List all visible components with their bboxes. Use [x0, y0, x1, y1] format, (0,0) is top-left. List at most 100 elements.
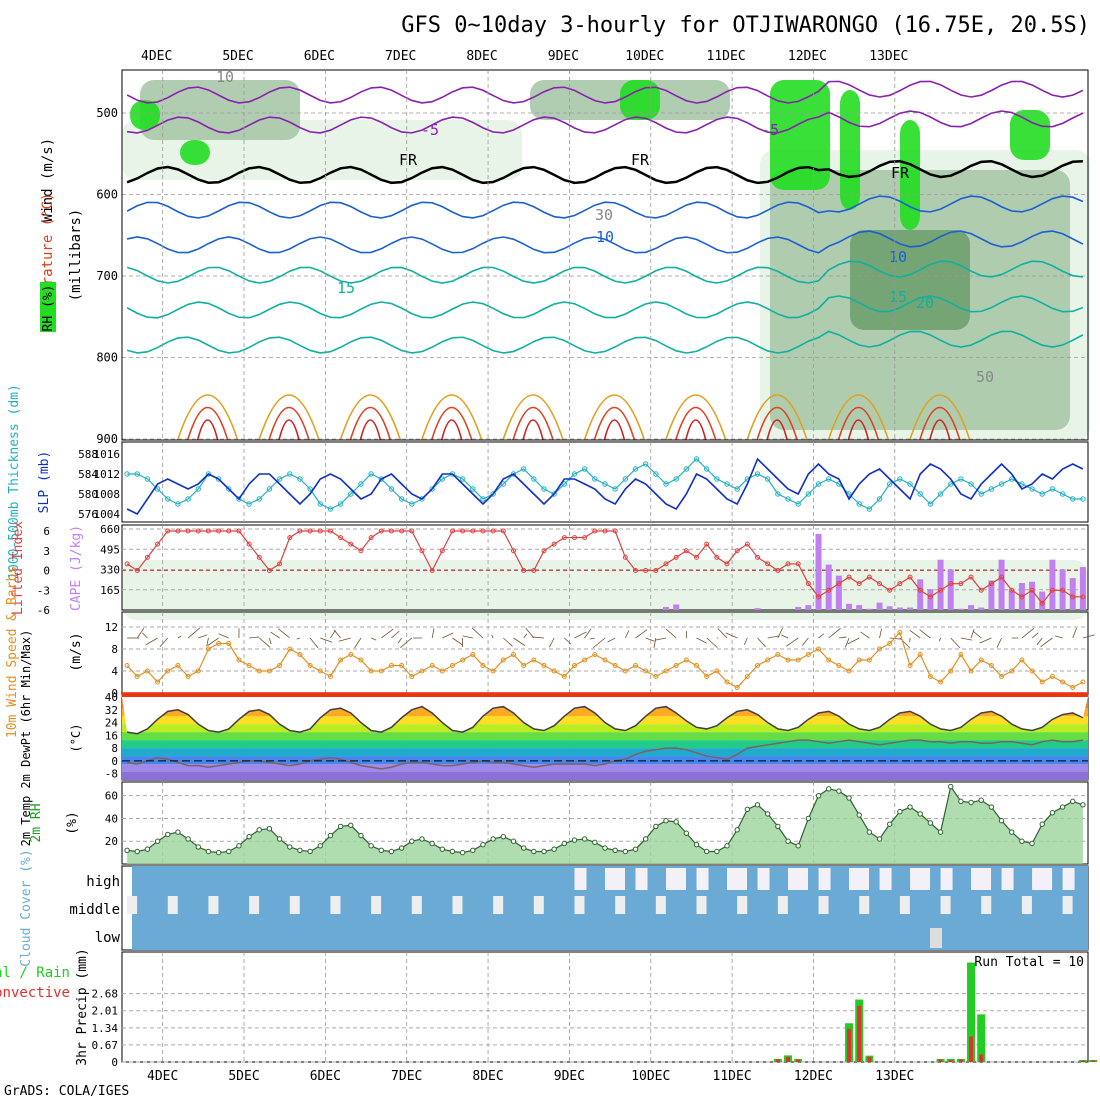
wind-speed-point [266, 668, 272, 674]
wind-barb [431, 628, 435, 639]
wind-barb [624, 630, 630, 639]
wind-barb [725, 632, 738, 639]
precip-legend-conv: Convective [0, 985, 70, 1001]
wind-speed-point [256, 668, 262, 674]
temp-band [122, 764, 1088, 773]
wind-barb [218, 633, 229, 639]
upper-legend-rh: RH (%) [41, 285, 56, 332]
thickness-point [195, 486, 201, 492]
lifted-index-point [439, 548, 445, 554]
rh-point [826, 786, 832, 792]
rh-point [937, 829, 944, 835]
cloud-high [574, 868, 587, 890]
thickness-point [805, 491, 812, 497]
thickness-point [968, 481, 974, 487]
temp-ytick: -8 [105, 768, 118, 781]
cloud-high [910, 868, 931, 890]
rh-point [520, 845, 527, 851]
wind-barb [645, 637, 655, 642]
wind-speed-point [887, 641, 893, 646]
rh-point [236, 843, 242, 849]
cloud-mid [981, 896, 992, 914]
rh-point [388, 848, 395, 855]
wind-barb [296, 637, 301, 640]
wind-barb [889, 637, 901, 640]
date-label-bottom: 12DEC [794, 1069, 833, 1084]
lifted-index-point [155, 541, 161, 547]
temp-ytick: 24 [105, 717, 119, 730]
wind-barb [979, 637, 992, 644]
contour-label: -5 [421, 121, 439, 139]
precip-conv-bar [979, 1054, 984, 1062]
rh-point [1029, 840, 1035, 847]
cloud-level-label: high [86, 874, 120, 890]
rh-point [978, 797, 984, 803]
rh-point [785, 838, 791, 844]
precip-conv-bar [938, 1059, 943, 1062]
lifted-index-point [938, 587, 944, 593]
wind-barb [860, 631, 870, 639]
lifted-index-point [1080, 594, 1086, 600]
rh-point [531, 848, 537, 855]
date-label-bottom: 7DEC [391, 1069, 422, 1084]
warm-contour [278, 419, 300, 441]
wind-barb [354, 637, 362, 649]
lifted-index-point [653, 568, 659, 573]
rh-point [744, 806, 751, 813]
cloud-mid [655, 896, 666, 914]
wind-speed-point [978, 657, 984, 663]
wind-speed-point [327, 674, 333, 679]
wind-barb [1036, 637, 1043, 646]
cloud-mid [696, 896, 707, 914]
contour-label: FR [891, 164, 910, 182]
wind-speed-point [470, 652, 476, 657]
thickness-point [978, 491, 984, 497]
thickness-point [287, 471, 293, 477]
lifted-index-point [500, 528, 506, 534]
wind-speed-point [866, 657, 872, 663]
rh-point [1080, 802, 1086, 808]
wind-speed-point [877, 646, 883, 652]
temp-contour [126, 80, 1084, 104]
temp-ytick: 16 [105, 729, 118, 742]
wind-speed-point [795, 657, 801, 663]
lifted-index-point [1060, 587, 1066, 593]
lifted-index-point [663, 561, 669, 567]
rh-point [917, 811, 923, 817]
warm-contour [430, 406, 473, 441]
temp-contour [126, 110, 1084, 134]
lifted-index-point [144, 554, 150, 560]
rh-point [622, 848, 629, 855]
lifted-index-point [856, 581, 862, 587]
upper-ytick: 500 [96, 106, 118, 120]
wind-ytick: 0 [111, 687, 118, 700]
wind-speed-point [246, 663, 252, 668]
lifted-index-point [826, 587, 832, 593]
slp-ytick-right: 1016 [94, 448, 121, 461]
wind-barb [828, 627, 841, 639]
wind-barb [145, 637, 158, 646]
cloud-ylabel: Cloud Cover (%) [19, 849, 34, 966]
wind-barb [1021, 628, 1035, 639]
warm-contour [756, 406, 798, 441]
wind-barb [844, 637, 850, 648]
thickness-point [1009, 476, 1015, 482]
wind-speed-point [694, 663, 700, 668]
cloud-mid [371, 896, 382, 914]
cape-ytick-left: -6 [37, 604, 50, 617]
thickness-point [571, 471, 578, 477]
thickness-point [785, 496, 791, 502]
lifted-index-point [633, 568, 639, 573]
thickness-point [592, 476, 598, 482]
wind-speed-point [165, 668, 171, 674]
temp-band [122, 772, 1088, 780]
precip-conv-bar [857, 1005, 862, 1062]
wind-speed-point [378, 668, 384, 674]
warm-contour [827, 394, 890, 441]
lifted-index-point [287, 535, 293, 541]
thickness-point [683, 466, 690, 472]
wind-speed-point [1060, 679, 1066, 685]
rh-point [185, 836, 191, 842]
lifted-index-point [999, 574, 1005, 580]
thickness-point [693, 456, 700, 462]
